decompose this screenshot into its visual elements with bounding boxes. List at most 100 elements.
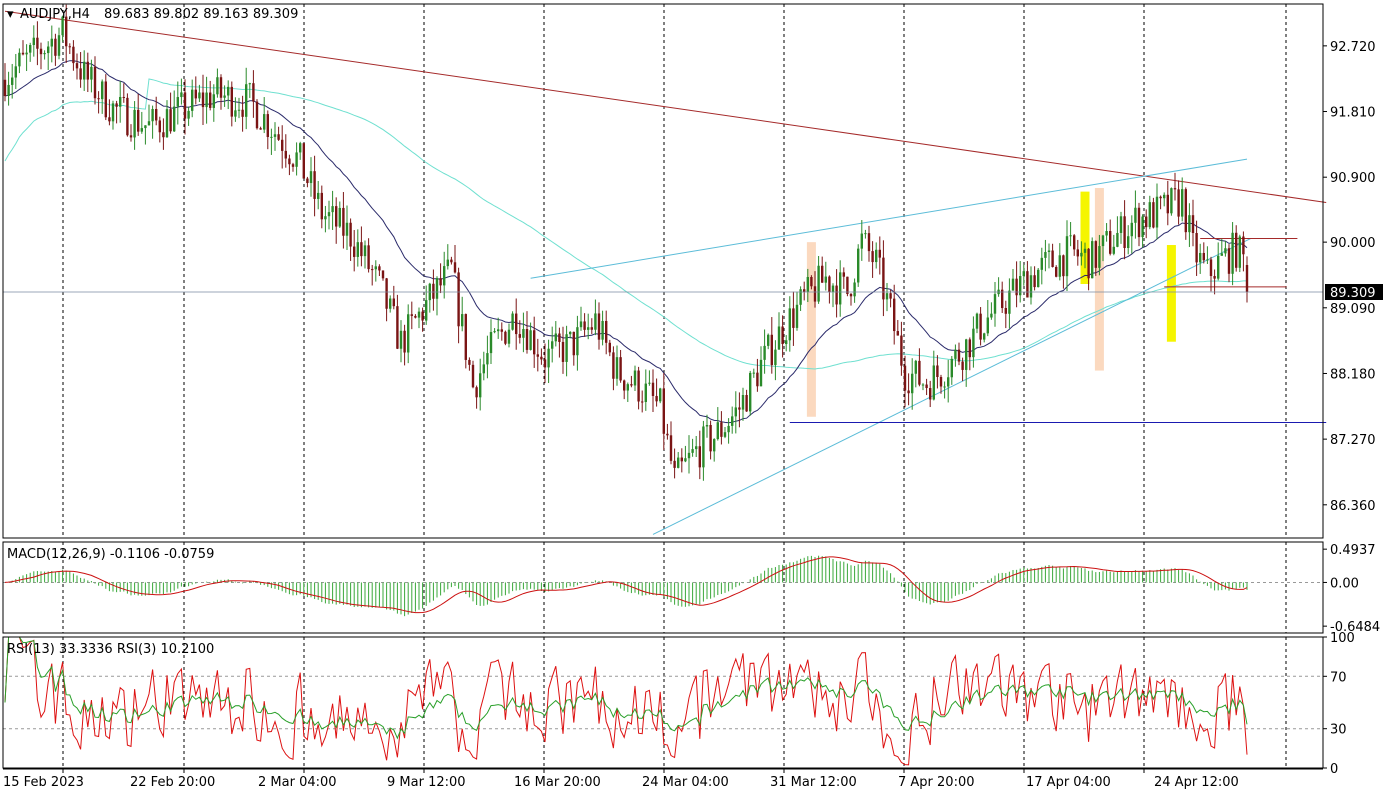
candle[interactable] [929,380,932,408]
candle[interactable] [954,344,957,367]
candle[interactable] [831,283,835,308]
candle[interactable] [1119,211,1123,244]
candle[interactable] [522,312,525,353]
candle[interactable] [309,157,313,197]
candle[interactable] [936,355,939,389]
candle[interactable] [792,291,795,346]
candle[interactable] [911,358,914,410]
candle[interactable] [885,282,889,312]
candle[interactable] [759,346,763,387]
candle[interactable] [1145,209,1148,239]
candle[interactable] [237,97,241,119]
candle[interactable] [605,310,608,355]
candle[interactable] [1087,248,1090,291]
candle[interactable] [353,230,356,272]
candle[interactable] [540,348,543,365]
candle[interactable] [817,255,820,304]
candle[interactable] [263,97,266,134]
candle[interactable] [569,331,572,339]
candle[interactable] [921,383,925,391]
candle[interactable] [327,200,331,230]
candle[interactable] [345,205,349,250]
candle[interactable] [129,124,133,142]
candle[interactable] [11,63,14,99]
candle[interactable] [230,81,233,127]
candle[interactable] [389,295,392,313]
candle[interactable] [500,322,503,341]
candle[interactable] [1173,172,1177,201]
candle[interactable] [1033,266,1036,291]
candle[interactable] [518,320,521,344]
candle[interactable] [957,342,961,366]
candle[interactable] [234,97,237,122]
candle[interactable] [396,294,399,350]
candle[interactable] [1130,215,1133,254]
candle[interactable] [295,142,298,176]
candle[interactable] [914,359,917,388]
candle[interactable] [453,245,457,274]
candle[interactable] [421,307,424,332]
candle[interactable] [245,67,248,130]
candle[interactable] [723,426,727,439]
candle[interactable] [795,291,799,331]
candle[interactable] [1152,197,1155,229]
candle[interactable] [1181,177,1184,222]
candle[interactable] [446,244,449,270]
candle[interactable] [1213,269,1216,295]
candle[interactable] [889,289,892,308]
candle[interactable] [425,285,428,325]
candle[interactable] [1080,241,1083,266]
candle[interactable] [50,25,53,63]
candle[interactable] [619,349,622,383]
candle[interactable] [1159,195,1162,210]
candle[interactable] [594,299,597,336]
candle[interactable] [641,390,644,413]
candle[interactable] [1209,256,1213,292]
candle[interactable] [702,420,705,481]
candle[interactable] [126,93,129,137]
trendline-upper-channel[interactable] [530,158,1248,279]
candle[interactable] [749,370,752,416]
candle[interactable] [414,314,417,319]
candle[interactable] [1044,239,1047,272]
candle[interactable] [1220,238,1223,256]
candle[interactable] [623,379,626,400]
candle[interactable] [61,15,64,42]
candle[interactable] [39,42,43,70]
candle[interactable] [417,307,421,329]
candle[interactable] [864,229,867,239]
candle[interactable] [137,93,140,136]
candle[interactable] [572,331,575,366]
candle[interactable] [1076,239,1079,266]
candle[interactable] [1235,225,1238,272]
candle[interactable] [227,80,230,110]
candle[interactable] [191,79,194,118]
trendline-lower-channel[interactable] [652,238,1251,535]
candle[interactable] [1127,225,1130,255]
candle[interactable] [468,357,471,371]
candle[interactable] [727,418,730,444]
candle[interactable] [1202,242,1205,264]
candle[interactable] [1065,220,1069,291]
candle[interactable] [356,229,359,267]
candle[interactable] [558,327,561,358]
candle[interactable] [306,176,309,188]
candle[interactable] [788,296,791,352]
candle[interactable] [72,40,75,71]
candle[interactable] [1051,243,1054,268]
candle[interactable] [1055,265,1058,278]
candle[interactable] [464,313,467,369]
candle[interactable] [119,80,122,123]
candle[interactable] [1116,216,1119,248]
rsi-panel[interactable] [3,636,1323,766]
candle[interactable] [813,271,817,308]
candle[interactable] [371,264,374,286]
candle[interactable] [590,318,593,335]
candle[interactable] [399,320,403,363]
candle[interactable] [597,302,601,350]
candle[interactable] [579,306,583,331]
candle[interactable] [486,335,489,379]
candle[interactable] [551,326,554,363]
candle[interactable] [659,387,662,404]
candle[interactable] [907,373,910,406]
